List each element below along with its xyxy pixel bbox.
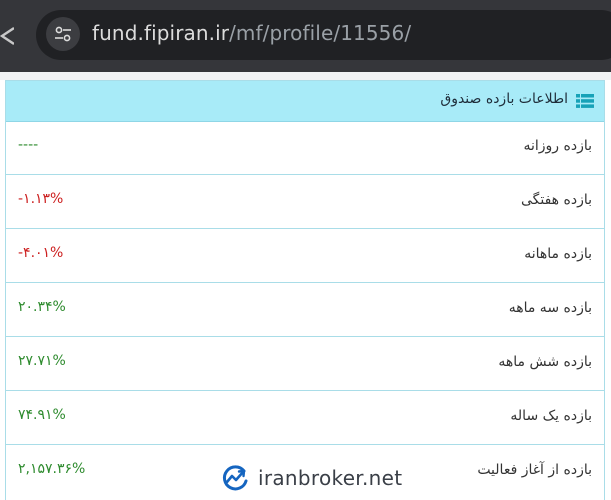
return-value: ۲,۱۵۷.۳۶%: [18, 461, 86, 477]
page-top-gap: [0, 72, 611, 80]
site-info-button[interactable]: [46, 17, 80, 51]
return-value: ۲۷.۷۱%: [18, 353, 66, 369]
return-label: بازده ماهانه: [524, 246, 592, 262]
iranbroker-logo-icon: [222, 465, 248, 491]
return-value: ----: [18, 137, 39, 153]
url-path: /mf/profile/11556/: [229, 21, 412, 45]
fund-returns-panel: اطلاعات بازده صندوق بازده روزانه ---- با…: [5, 80, 605, 500]
return-row-daily: بازده روزانه ----: [6, 121, 604, 175]
return-row-monthly: بازده ماهانه -۴.۰۱%: [6, 229, 604, 283]
return-row-six-month: بازده شش ماهه ۲۷.۷۱%: [6, 337, 604, 391]
back-arrow-icon[interactable]: [0, 22, 14, 50]
url-host: fund.fipiran.ir: [92, 21, 230, 45]
return-label: بازده روزانه: [523, 138, 592, 154]
return-value: ۲۰.۳۴%: [18, 299, 66, 315]
return-row-three-month: بازده سه ماهه ۲۰.۳۴%: [6, 283, 604, 337]
return-row-since-inception: بازده از آغاز فعالیت ۲,۱۵۷.۳۶%: [6, 445, 604, 498]
list-icon: [576, 94, 594, 108]
return-label: بازده از آغاز فعالیت: [477, 462, 592, 478]
return-label: بازده سه ماهه: [508, 300, 592, 316]
return-value: -۴.۰۱%: [18, 245, 64, 261]
browser-toolbar: fund.fipiran.ir/mf/profile/11556/: [0, 0, 611, 72]
return-value: -۱.۱۳%: [18, 191, 64, 207]
panel-header: اطلاعات بازده صندوق: [6, 81, 604, 122]
return-value: ۷۴.۹۱%: [18, 407, 66, 423]
panel-title: اطلاعات بازده صندوق: [440, 91, 568, 107]
return-label: بازده شش ماهه: [498, 354, 592, 370]
watermark-text: iranbroker.net: [258, 466, 403, 490]
return-label: بازده هفتگی: [520, 192, 592, 208]
return-row-one-year: بازده یک ساله ۷۴.۹۱%: [6, 391, 604, 445]
return-label: بازده یک ساله: [510, 408, 592, 424]
watermark: iranbroker.net: [212, 455, 434, 500]
url-text[interactable]: fund.fipiran.ir/mf/profile/11556/: [92, 21, 411, 45]
return-row-weekly: بازده هفتگی -۱.۱۳%: [6, 175, 604, 229]
tune-icon: [55, 26, 71, 42]
address-bar[interactable]: fund.fipiran.ir/mf/profile/11556/: [36, 10, 611, 60]
